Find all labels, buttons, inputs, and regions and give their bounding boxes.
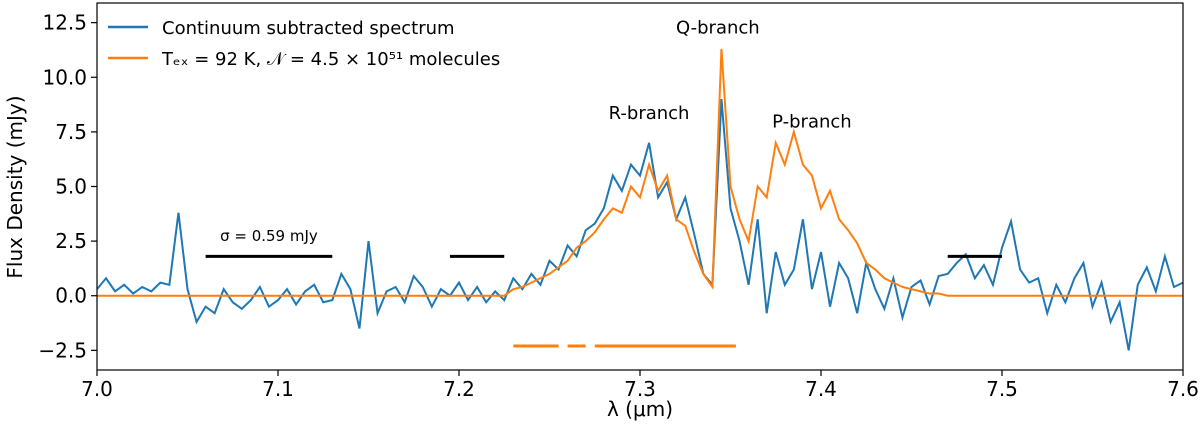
annotation: σ = 0.59 mJy bbox=[220, 227, 318, 245]
x-tick-label: 7.5 bbox=[986, 377, 1018, 401]
legend-label: Tₑₓ = 92 K, 𝒩 = 4.5 × 10⁵¹ molecules bbox=[161, 49, 500, 70]
x-axis-label: λ (μm) bbox=[607, 397, 673, 421]
legend-label: Continuum subtracted spectrum bbox=[162, 18, 455, 39]
plot-frame bbox=[96, 2, 1184, 371]
x-tick-label: 7.1 bbox=[262, 377, 294, 401]
y-tick-label: 5.0 bbox=[55, 175, 87, 199]
series-line bbox=[97, 48, 1183, 297]
x-tick-label: 7.6 bbox=[1167, 377, 1199, 401]
y-tick-label: 10.0 bbox=[42, 65, 87, 89]
x-tick-label: 7.2 bbox=[443, 377, 475, 401]
y-tick-label: 7.5 bbox=[55, 120, 87, 144]
y-axis-label: Flux Density (mJy) bbox=[3, 95, 27, 278]
x-tick-label: 7.3 bbox=[624, 377, 656, 401]
annotation: Q-branch bbox=[676, 18, 760, 39]
y-tick-label: −2.5 bbox=[38, 338, 87, 362]
x-tick-label: 7.4 bbox=[805, 377, 837, 401]
annotation: P-branch bbox=[772, 112, 852, 133]
series-line bbox=[97, 99, 1183, 351]
x-tick-label: 7.0 bbox=[81, 377, 113, 401]
annotation: R-branch bbox=[609, 103, 690, 124]
y-tick-label: 2.5 bbox=[55, 229, 87, 253]
y-tick-label: 12.5 bbox=[42, 11, 87, 35]
y-tick-label: 0.0 bbox=[55, 284, 87, 308]
